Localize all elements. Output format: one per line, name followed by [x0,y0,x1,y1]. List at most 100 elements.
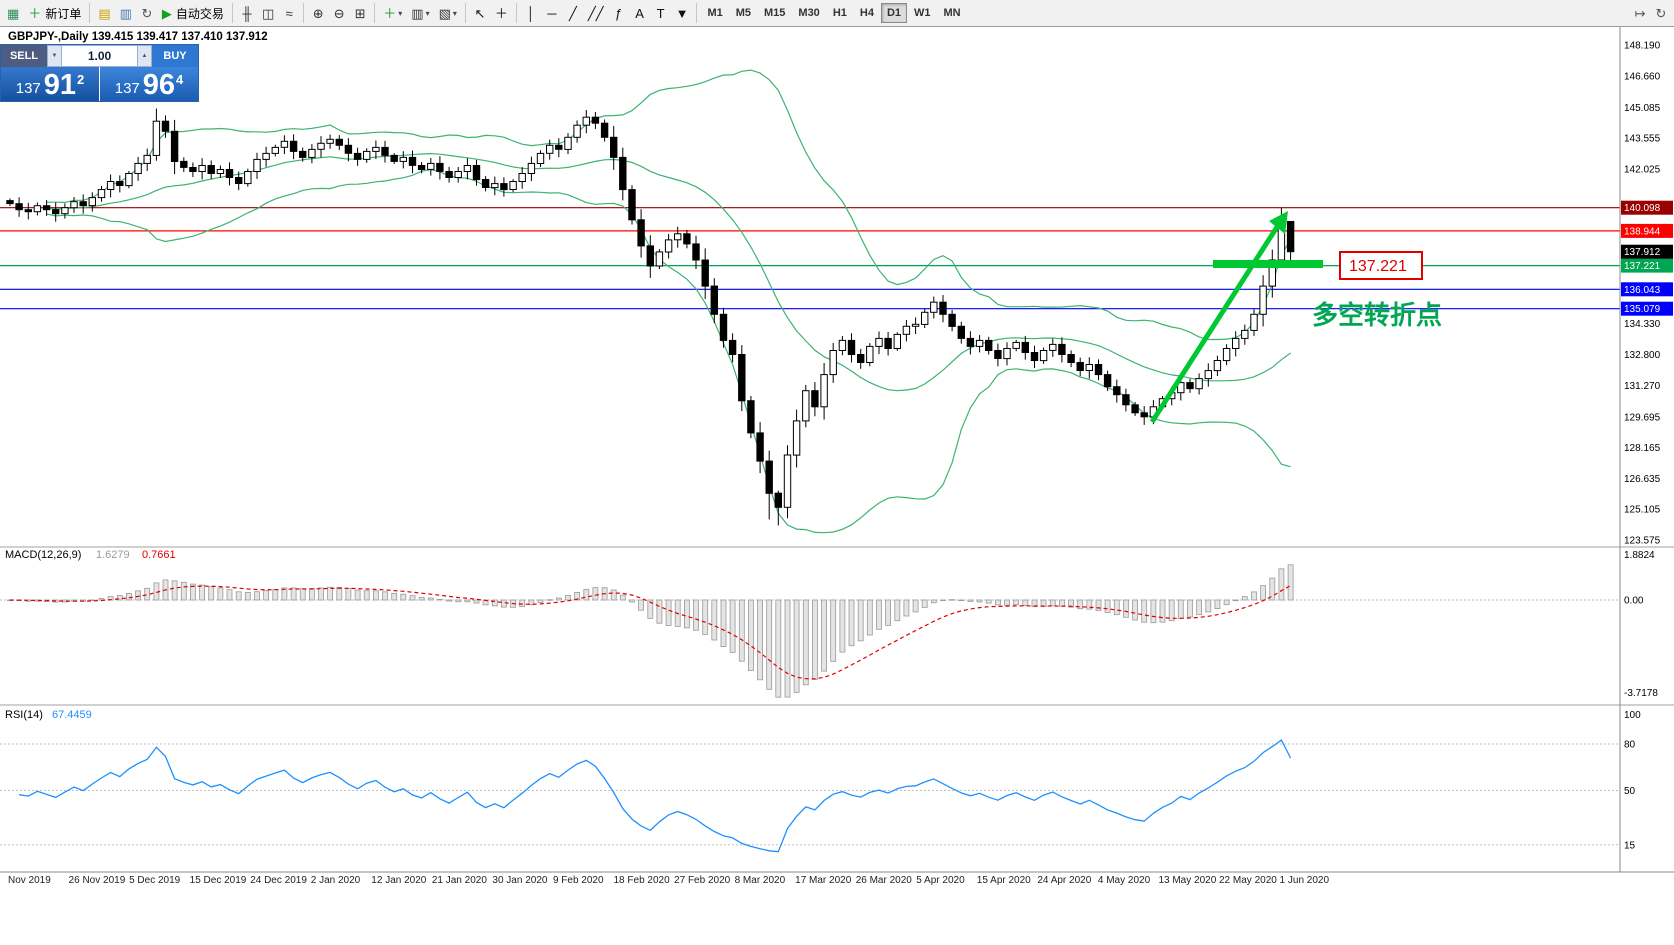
candle-body [683,233,691,245]
macd-histogram-bar [684,599,690,629]
chevron-down-icon: ▾ [452,8,457,18]
candle-body [1140,412,1148,418]
macd-histogram-bar [866,599,873,636]
candle-body [491,183,499,189]
timeframe-m1-button[interactable]: M1 [701,3,728,23]
candle-body [1067,354,1075,363]
candle-body [710,285,718,315]
label-icon[interactable]: T [651,2,671,24]
candlestick-chart-icon[interactable]: ◫ [258,2,278,24]
macd-histogram-bar [546,599,553,601]
sell-price-main: 137 [15,80,41,97]
macd-histogram-bar [656,599,663,624]
volume-decrease-button[interactable]: ▼ [47,45,62,67]
candle-body [1232,337,1240,349]
candle-body [911,323,920,327]
line-chart-icon[interactable]: ≈ [279,2,299,24]
price-level-tag [1621,223,1673,238]
macd-histogram-bar [802,599,809,686]
trend-arrow-line[interactable] [1149,225,1280,424]
profiles-icon[interactable]: ▤ [94,2,114,24]
candle-body [884,337,892,349]
timeframe-m15-button[interactable]: M15 [758,3,791,23]
candle-body [811,390,819,408]
vertical-line-icon[interactable]: │ [521,2,541,24]
tile-windows-icon[interactable]: ⊞ [350,2,370,24]
charts-icon: ▥ [119,5,132,21]
macd-histogram-bar [455,599,462,603]
candle-body [1113,386,1121,396]
candle-body [674,233,682,241]
macd-histogram-bar [199,584,206,601]
price-axis[interactable] [1620,27,1674,872]
time-axis[interactable] [0,872,1674,902]
svg-text:5 Apr 2020: 5 Apr 2020 [916,875,965,886]
zoom-in-icon[interactable]: ⊕ [308,2,328,24]
periods-button[interactable]: ▥ ▾ [407,2,433,24]
price-callout-box[interactable] [1339,251,1423,280]
timeframe-m30-button[interactable]: M30 [792,3,825,23]
trendline-icon: ╱ [568,5,577,21]
indicators-button[interactable]: ＋ ▾ [379,2,406,24]
chart-shift-icon[interactable]: ↦ [1630,2,1650,24]
fibonacci-icon[interactable]: ƒ [609,2,629,24]
bar-chart-icon[interactable]: ╫ [237,2,257,24]
auto-scroll-icon[interactable]: ↻ [1651,2,1671,24]
cn-annotation-text[interactable]: 多空转折点 [1312,300,1442,330]
svg-text:145.085: 145.085 [1624,103,1661,114]
svg-text:146.660: 146.660 [1624,71,1661,82]
channel-icon[interactable]: ╱╱ [584,2,608,24]
horizontal-line-icon[interactable]: ─ [542,2,562,24]
new-chart-icon[interactable]: ▦ [3,2,23,24]
periods-icon: ▥ [411,5,424,21]
arrows-icon: ▼ [675,5,689,21]
trendline-icon[interactable]: ╱ [563,2,583,24]
text-icon[interactable]: A [630,2,650,24]
charts-icon[interactable]: ▥ [116,2,136,24]
timeframe-w1-button[interactable]: W1 [908,3,937,23]
svg-text:126.635: 126.635 [1624,474,1661,485]
timeframe-mn-button[interactable]: MN [938,3,967,23]
refresh-icon[interactable]: ↻ [137,2,157,24]
buy-price[interactable]: 137 96 4 [100,67,198,101]
timeframe-m5-button[interactable]: M5 [730,3,757,23]
candle-body [957,325,965,339]
macd-histogram-bar [345,588,352,601]
macd-histogram-bar [775,599,782,698]
macd-histogram-bar [638,599,644,611]
candle-body [518,173,526,182]
macd-histogram-bar [702,599,709,635]
svg-text:140.098: 140.098 [1624,203,1661,214]
chevron-down-icon: ▾ [398,8,403,18]
volume-increase-button[interactable]: ▲ [137,45,152,67]
macd-histogram-bar [446,599,453,602]
crosshair-icon[interactable]: ＋ [491,2,512,24]
candle-body [262,152,270,160]
timeframe-h1-button[interactable]: H1 [827,3,853,23]
timeframe-h4-button[interactable]: H4 [854,3,880,23]
candle-body [317,142,325,150]
svg-text:123.575: 123.575 [1624,536,1661,547]
volume-input[interactable] [62,45,137,67]
zoom-out-icon[interactable]: ⊖ [329,2,349,24]
price-level-tag [1621,282,1673,297]
svg-text:135.079: 135.079 [1624,304,1661,315]
candle-body [600,122,609,138]
timeframe-d1-button[interactable]: D1 [880,3,907,23]
macd-histogram-bar [748,599,754,671]
new-order-button[interactable]: ＋新订单 [24,2,85,24]
macd-histogram-bar [318,587,324,601]
sell-button[interactable]: SELL [1,45,47,67]
candle-body [1195,378,1203,390]
autotrading-button[interactable]: ▶ 自动交易 [158,2,228,24]
macd-histogram-bar [1077,599,1084,610]
chart-canvas[interactable]: 137.221 多空转折点 148.190 146.660 145.085 143.555… [0,27,1674,945]
svg-text:RSI(14): RSI(14) [5,709,43,721]
candle-body [1039,350,1048,362]
sell-price[interactable]: 137 91 2 [1,67,99,101]
template-button[interactable]: ▧ ▾ [435,2,461,24]
cursor-icon[interactable]: ↖ [470,2,490,24]
svg-text:129.695: 129.695 [1624,412,1661,423]
buy-button[interactable]: BUY [152,45,198,67]
arrows-icon[interactable]: ▼ [672,2,693,24]
